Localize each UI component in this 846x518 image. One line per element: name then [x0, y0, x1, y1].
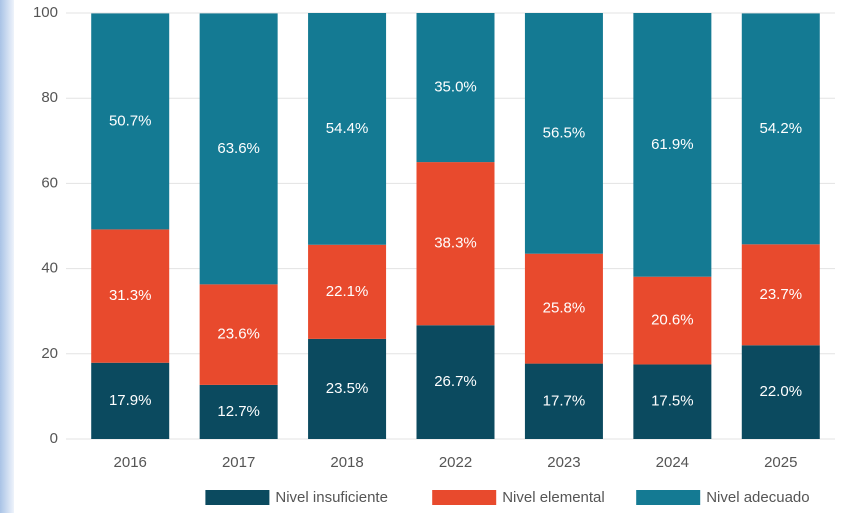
x-tick-label: 2023 [547, 454, 580, 471]
data-label: 38.3% [434, 235, 477, 252]
data-label: 23.5% [326, 380, 369, 397]
legend-swatch [205, 490, 270, 505]
data-label: 54.2% [760, 120, 803, 137]
x-tick-label: 2025 [764, 454, 797, 471]
data-label: 25.8% [543, 300, 586, 317]
bar-segment [524, 363, 603, 439]
data-label: 12.7% [217, 403, 260, 420]
bar-segment [741, 345, 820, 439]
data-label: 31.3% [109, 287, 152, 304]
bar-segment [741, 244, 820, 346]
data-label: 22.1% [326, 283, 369, 300]
bar-segment [633, 364, 712, 439]
y-tick-label: 0 [50, 430, 58, 447]
x-tick-label: 2022 [439, 454, 472, 471]
data-label: 50.7% [109, 112, 152, 129]
bar-segment [524, 13, 603, 254]
bar-segment [633, 13, 712, 277]
data-label: 56.5% [543, 124, 586, 141]
legend-label: Nivel elemental [502, 489, 605, 506]
x-tick-label: 2024 [656, 454, 689, 471]
bar-segment [416, 325, 495, 439]
bar-segment [91, 362, 170, 439]
data-label: 17.9% [109, 392, 152, 409]
legend-label: Nivel insuficiente [275, 489, 388, 506]
y-tick-label: 80 [41, 89, 58, 106]
y-tick-label: 100 [33, 4, 58, 21]
data-label: 35.0% [434, 79, 477, 96]
bar-segment [524, 253, 603, 364]
data-label: 20.6% [651, 312, 694, 329]
data-label: 26.7% [434, 373, 477, 390]
legend-swatch [636, 490, 701, 505]
legend-swatch [432, 490, 497, 505]
bar-segment [633, 276, 712, 365]
bar-segment [199, 384, 278, 439]
x-tick-label: 2017 [222, 454, 255, 471]
y-tick-label: 20 [41, 345, 58, 362]
data-label: 61.9% [651, 136, 694, 153]
bar-segment [91, 13, 170, 230]
x-tick-label: 2018 [330, 454, 363, 471]
side-strip [0, 0, 14, 513]
bar-segment [91, 229, 170, 363]
data-label: 54.4% [326, 120, 369, 137]
data-label: 17.5% [651, 393, 694, 410]
bar-segment [416, 13, 495, 163]
bar-segment [308, 244, 387, 339]
data-label: 22.0% [760, 383, 803, 400]
bar-segment [741, 13, 820, 245]
y-tick-label: 40 [41, 260, 58, 277]
data-label: 17.7% [543, 392, 586, 409]
data-label: 23.6% [217, 326, 260, 343]
y-tick-label: 60 [41, 174, 58, 191]
x-tick-label: 2016 [114, 454, 147, 471]
bar-segment [308, 13, 387, 245]
legend-label: Nivel adecuado [706, 489, 809, 506]
bar-segment [199, 13, 278, 285]
bar-segment [416, 162, 495, 326]
data-label: 23.7% [760, 286, 803, 303]
data-label: 63.6% [217, 140, 260, 157]
bar-segment [308, 338, 387, 439]
bar-segment [199, 284, 278, 385]
